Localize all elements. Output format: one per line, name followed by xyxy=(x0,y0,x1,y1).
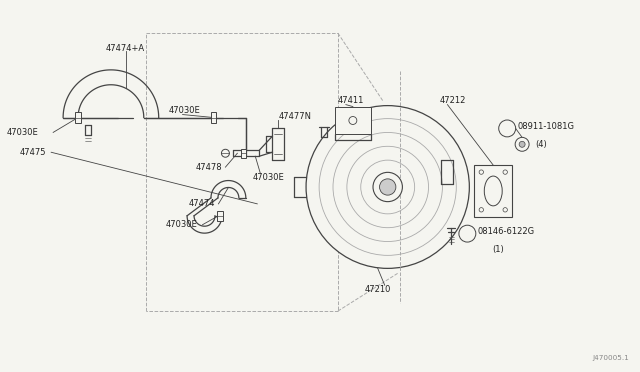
Bar xyxy=(335,107,371,134)
Text: J470005.1: J470005.1 xyxy=(592,355,628,361)
Text: 47030E: 47030E xyxy=(166,220,197,229)
Text: 47411: 47411 xyxy=(338,96,364,105)
Circle shape xyxy=(479,208,483,212)
Text: 08146-6122G: 08146-6122G xyxy=(477,227,534,236)
Circle shape xyxy=(499,120,516,137)
Circle shape xyxy=(373,172,403,202)
Text: 47030E: 47030E xyxy=(169,106,200,115)
Text: 47030E: 47030E xyxy=(6,128,38,137)
Text: (1): (1) xyxy=(492,245,504,254)
Text: 47474+A: 47474+A xyxy=(106,44,145,52)
Bar xyxy=(218,211,223,221)
Text: 47030E: 47030E xyxy=(252,173,284,182)
Circle shape xyxy=(306,106,469,268)
Text: 47474: 47474 xyxy=(189,199,215,208)
Bar xyxy=(211,112,216,123)
Text: 47475: 47475 xyxy=(19,148,46,157)
Text: 47477N: 47477N xyxy=(278,112,311,121)
Bar xyxy=(241,149,246,158)
Text: 47212: 47212 xyxy=(440,96,466,105)
Text: (4): (4) xyxy=(535,140,547,149)
Text: 47478: 47478 xyxy=(196,163,222,171)
Text: B: B xyxy=(465,229,470,238)
Text: N: N xyxy=(504,124,511,133)
Circle shape xyxy=(515,137,529,151)
Circle shape xyxy=(503,170,508,174)
Text: 47210: 47210 xyxy=(365,285,391,294)
Ellipse shape xyxy=(484,176,502,206)
Circle shape xyxy=(503,208,508,212)
Circle shape xyxy=(221,149,229,157)
Text: 08911-1081G: 08911-1081G xyxy=(517,122,574,131)
Bar xyxy=(76,112,81,123)
Bar xyxy=(474,165,512,217)
Circle shape xyxy=(349,116,357,125)
Circle shape xyxy=(459,225,476,242)
Circle shape xyxy=(519,141,525,147)
Circle shape xyxy=(380,179,396,195)
Circle shape xyxy=(479,170,483,174)
